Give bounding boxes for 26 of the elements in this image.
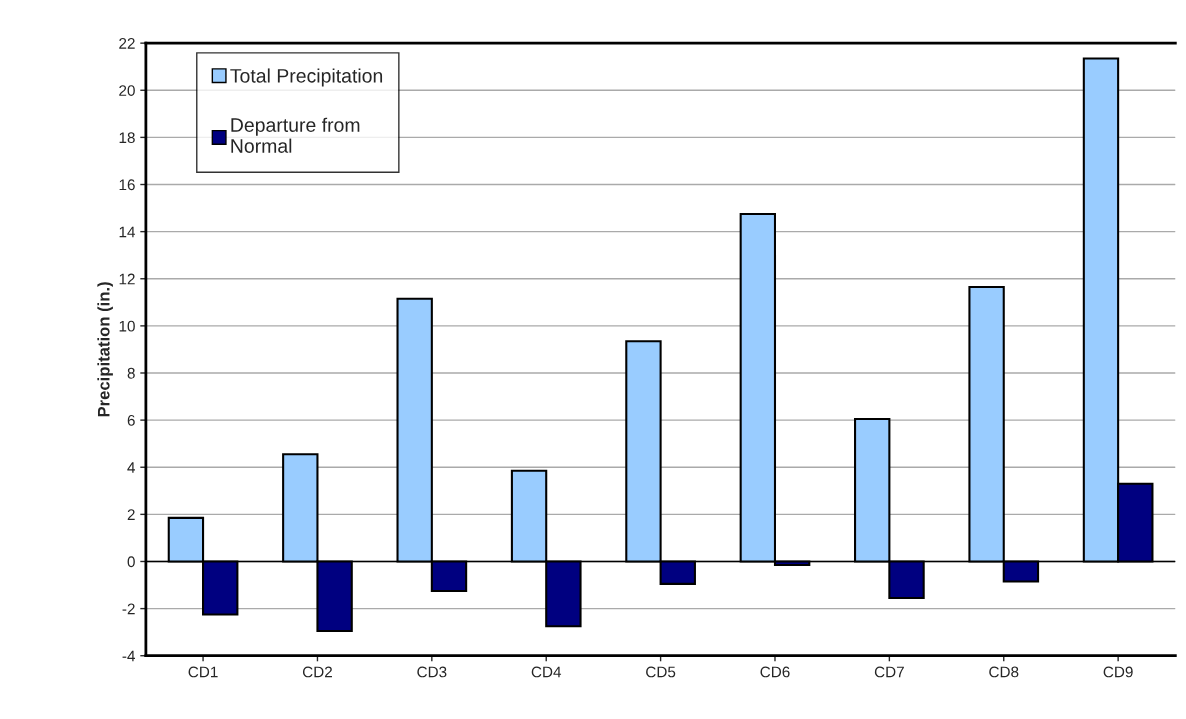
y-tick-label: 14 [119, 226, 136, 238]
x-tick-label: CD3 [417, 666, 447, 678]
legend-label: Total Precipitation [230, 68, 383, 87]
legend-label: Departure from Normal [231, 117, 360, 153]
x-tick-label: CD4 [531, 666, 562, 678]
y-tick-label: 2 [127, 509, 135, 520]
y-tick-label: -4 [122, 650, 136, 662]
x-tick-label: CD9 [1103, 666, 1133, 678]
y-tick-label: 18 [119, 132, 135, 144]
x-tick-label: CD2 [302, 666, 332, 678]
y-tick-label: 10 [119, 320, 135, 332]
y-tick-label: 0 [127, 556, 135, 568]
y-tick-label: 6 [127, 414, 135, 426]
y-tick-label: 12 [119, 273, 135, 285]
y-axis-title: Precipitation (in.) [97, 282, 113, 417]
y-tick-label: 22 [119, 38, 135, 49]
x-tick-label: CD7 [874, 666, 904, 678]
y-tick-label: 8 [127, 367, 135, 379]
y-tick-label: 4 [127, 462, 136, 473]
y-tick-label: 16 [119, 179, 135, 191]
x-tick-label: CD5 [646, 666, 676, 678]
y-tick-label: -2 [122, 603, 135, 615]
x-tick-label: CD6 [760, 666, 790, 678]
x-tick-label: CD1 [188, 666, 218, 678]
y-tick-label: 20 [119, 85, 135, 96]
x-tick-label: CD8 [989, 666, 1019, 678]
